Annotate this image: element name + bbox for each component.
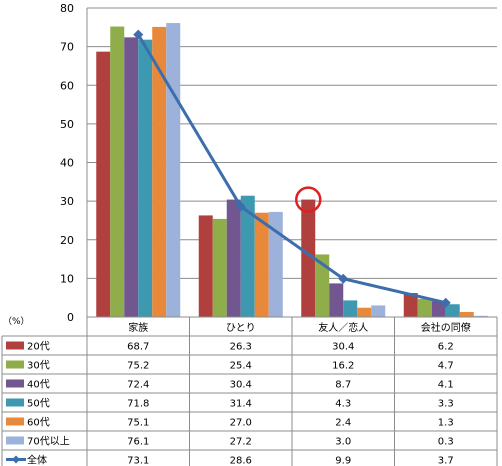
legend-label: 50代 bbox=[27, 398, 50, 410]
bar bbox=[431, 301, 446, 317]
table-cell: 30.4 bbox=[332, 342, 354, 353]
y-axis: 0 10 20 30 40 50 60 70 80 bbox=[60, 2, 74, 324]
x-tick-label: 会社の同僚 bbox=[421, 321, 471, 334]
bar bbox=[343, 300, 358, 317]
bar bbox=[417, 298, 432, 317]
unit-label: （%） bbox=[3, 316, 30, 327]
legend-label: 全体 bbox=[27, 454, 47, 466]
table-cell: 27.0 bbox=[230, 418, 252, 429]
bar bbox=[138, 39, 153, 318]
bars bbox=[96, 23, 488, 318]
bar bbox=[240, 195, 255, 317]
bar bbox=[254, 212, 269, 317]
data-table: 家族 ひとり 友人／恋人 会社の同僚 20代 68.7 26.3 30.4 6.2 30代 75.2… bbox=[1, 316, 498, 466]
table-cell: 31.4 bbox=[230, 399, 252, 410]
table-cell: 68.7 bbox=[127, 342, 149, 353]
table-cell: 76.1 bbox=[127, 437, 149, 448]
x-tick-label: ひとり bbox=[226, 322, 256, 334]
y-tick-label: 70 bbox=[60, 41, 74, 54]
bar bbox=[212, 218, 227, 317]
table-cell: 30.4 bbox=[230, 380, 252, 391]
legend-label: 30代 bbox=[27, 360, 50, 372]
bar bbox=[96, 51, 111, 318]
legend-swatch bbox=[6, 379, 24, 388]
table-cell: 75.1 bbox=[127, 418, 149, 429]
y-tick-label: 20 bbox=[60, 234, 74, 247]
bar bbox=[357, 307, 372, 317]
table-cell: 25.4 bbox=[230, 361, 252, 372]
table-cell: 3.0 bbox=[335, 437, 351, 448]
legend-label: 70代以上 bbox=[27, 436, 70, 448]
x-tick-label: 友人／恋人 bbox=[318, 321, 368, 334]
legend-swatch bbox=[6, 398, 24, 407]
bar bbox=[315, 254, 330, 317]
table-cell: 8.7 bbox=[335, 380, 351, 391]
legend-label: 60代 bbox=[27, 417, 50, 429]
table-cell: 0.3 bbox=[438, 437, 454, 448]
table-cell: 72.4 bbox=[127, 380, 149, 391]
table-cell: 9.9 bbox=[335, 456, 351, 466]
legend-swatch bbox=[6, 417, 24, 426]
bar bbox=[329, 283, 344, 317]
line-marker bbox=[235, 201, 246, 212]
table-cell: 2.4 bbox=[335, 418, 351, 429]
total-line bbox=[133, 29, 451, 308]
bar bbox=[268, 211, 283, 317]
y-tick-label: 80 bbox=[60, 2, 74, 15]
highlight bbox=[295, 186, 322, 213]
legend-marker bbox=[12, 455, 20, 464]
y-tick-label: 10 bbox=[60, 272, 74, 285]
table-cell: 1.3 bbox=[438, 418, 454, 429]
table-cell: 3.3 bbox=[438, 399, 454, 410]
line-marker bbox=[133, 29, 144, 40]
y-tick-label: 50 bbox=[60, 118, 74, 131]
table-cell: 71.8 bbox=[127, 399, 149, 410]
bar bbox=[473, 315, 488, 317]
table-cell: 4.3 bbox=[335, 399, 351, 410]
bar bbox=[152, 26, 167, 318]
table-cell: 6.2 bbox=[438, 342, 454, 353]
table-cell: 3.7 bbox=[438, 456, 454, 466]
line-marker bbox=[440, 297, 451, 308]
bar bbox=[166, 23, 181, 317]
y-tick-label: 60 bbox=[60, 79, 74, 92]
table-cell: 16.2 bbox=[332, 361, 354, 372]
y-tick-label: 0 bbox=[67, 311, 74, 324]
y-tick-label: 30 bbox=[60, 195, 74, 208]
table-cell: 26.3 bbox=[230, 342, 252, 353]
legend-swatch bbox=[6, 341, 24, 350]
bar bbox=[198, 215, 213, 317]
bar bbox=[124, 37, 139, 317]
table-cell: 28.6 bbox=[230, 456, 252, 466]
table-cell: 75.2 bbox=[127, 361, 149, 372]
bar bbox=[459, 311, 474, 317]
highlight-circle bbox=[295, 186, 322, 213]
line-total bbox=[136, 33, 447, 305]
legend-swatch bbox=[6, 360, 24, 369]
bar bbox=[445, 304, 460, 317]
x-tick-label: 家族 bbox=[128, 321, 148, 334]
y-tick-label: 40 bbox=[60, 157, 74, 170]
legend-label: 40代 bbox=[27, 379, 50, 391]
bar bbox=[110, 26, 125, 317]
bar bbox=[403, 293, 418, 317]
table-cell: 73.1 bbox=[127, 456, 149, 466]
legend-label: 20代 bbox=[27, 341, 50, 353]
table-cell: 27.2 bbox=[230, 437, 252, 448]
table-cell: 4.1 bbox=[438, 380, 454, 391]
table-cell: 4.7 bbox=[438, 361, 454, 372]
line-marker bbox=[338, 273, 349, 284]
legend-swatch bbox=[6, 436, 24, 445]
bar bbox=[301, 199, 316, 317]
bar bbox=[371, 305, 386, 317]
bar bbox=[226, 199, 241, 317]
